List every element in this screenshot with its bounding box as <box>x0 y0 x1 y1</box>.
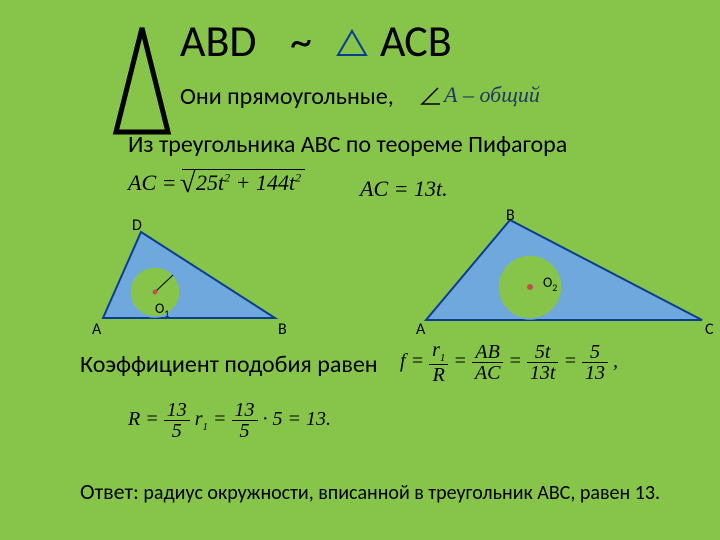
header-tri1: АВD <box>180 14 256 68</box>
label-O2: O2 <box>543 274 557 294</box>
triangle-abd <box>95 218 285 328</box>
triangle-acb <box>420 210 710 330</box>
answer-line: Ответ: радиус окружности, вписанной в тр… <box>80 478 660 505</box>
answer-text: радиус окружности, вписанной в треугольн… <box>139 481 660 505</box>
angle-symbol <box>420 86 442 106</box>
header-tilde: ~ <box>290 14 312 68</box>
label-O1: O1 <box>155 300 169 320</box>
label-big-C: С <box>705 320 714 339</box>
similarity-coefficient-label: Коэффициент подобия равен <box>80 350 378 379</box>
label-O2-letter: O <box>543 274 552 291</box>
small-triangle-glyph <box>335 28 369 58</box>
label-small-B: В <box>278 320 287 339</box>
label-O2-sub: 2 <box>552 281 557 294</box>
delta-glyph <box>112 20 172 140</box>
header-tri2: АСВ <box>380 14 452 68</box>
line-pythagoras: Из треугольника АВС по теореме Пифагора <box>128 130 567 159</box>
angle-a-common: А – общий <box>444 82 540 108</box>
formula-ac-sqrt: AC = √ 25t2 + 144t2 <box>128 170 305 196</box>
angle-text: А – общий <box>444 82 540 107</box>
label-small-D: D <box>132 216 142 235</box>
label-small-A: А <box>92 320 101 339</box>
label-big-A: А <box>416 320 425 339</box>
label-O1-letter: O <box>155 300 164 317</box>
label-O1-sub: 1 <box>164 307 169 320</box>
answer-label: Ответ: <box>80 478 139 505</box>
line-right-angle: Они прямоугольные, <box>180 82 394 111</box>
similarity-coefficient-formula: f = r1 R = AB AC = 5t 13t = 5 13 , <box>400 340 618 385</box>
formula-ac-value: AC = 13t. <box>360 176 448 202</box>
label-big-B: В <box>506 206 515 225</box>
R-formula: R = 13 5 r1 = 13 5 · 5 = 13. <box>128 400 331 441</box>
